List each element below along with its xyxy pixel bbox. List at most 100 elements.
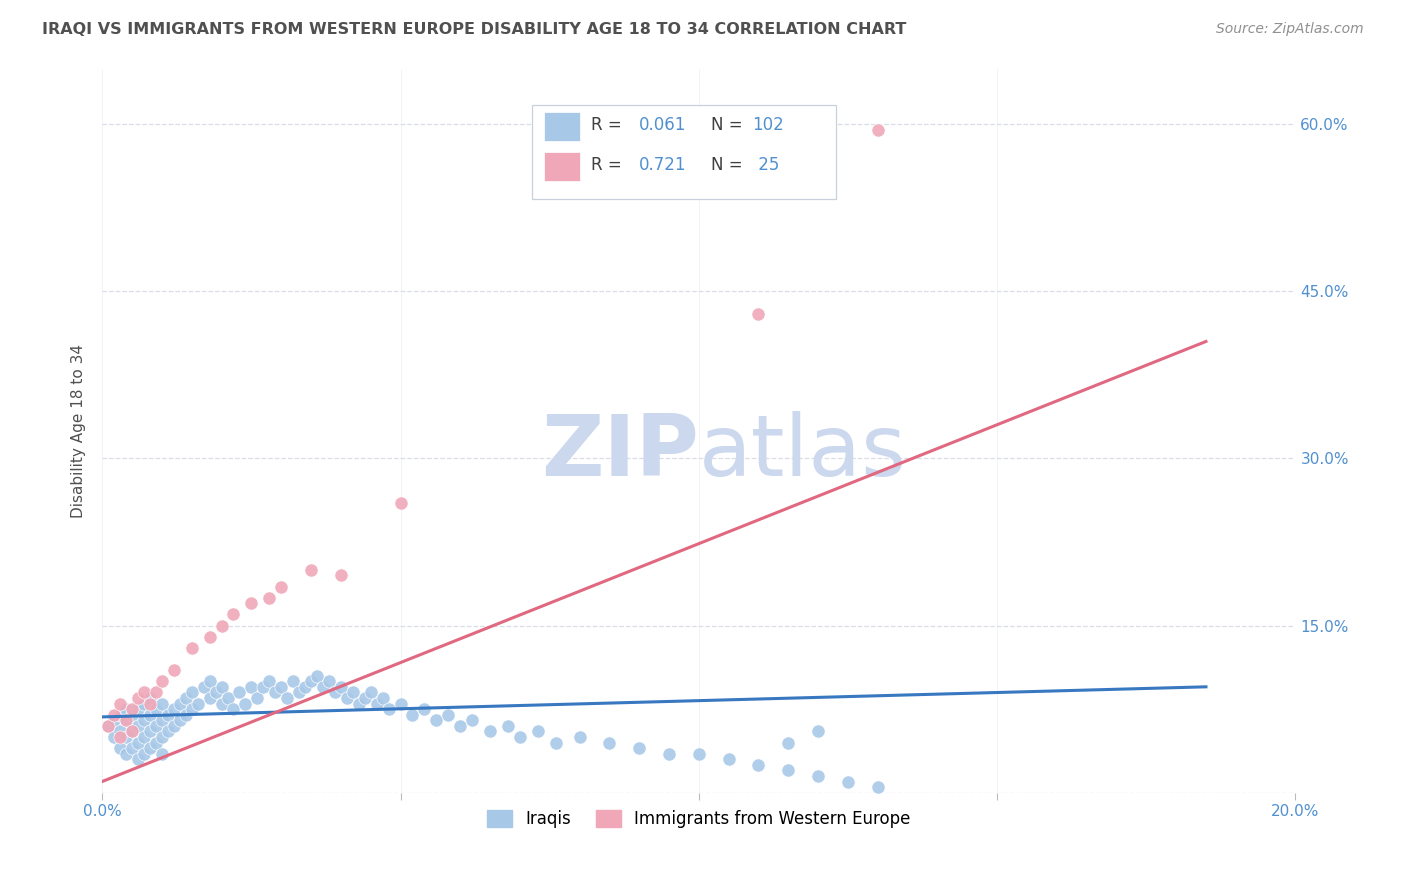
Point xyxy=(103,730,125,744)
Point xyxy=(264,685,287,699)
Point xyxy=(169,697,191,711)
Point xyxy=(132,730,155,744)
Point xyxy=(479,724,502,739)
Point xyxy=(366,697,388,711)
Point xyxy=(150,713,173,727)
Point xyxy=(127,752,149,766)
Point xyxy=(288,685,311,699)
Point xyxy=(598,735,620,749)
Point xyxy=(211,697,233,711)
Point xyxy=(132,713,155,727)
Text: Source: ZipAtlas.com: Source: ZipAtlas.com xyxy=(1216,22,1364,37)
Point xyxy=(217,690,239,705)
Point xyxy=(115,747,138,761)
Point xyxy=(145,685,167,699)
Point xyxy=(139,724,162,739)
Point xyxy=(252,680,274,694)
Point xyxy=(150,674,173,689)
Point xyxy=(240,596,263,610)
Point xyxy=(115,713,138,727)
Point xyxy=(150,747,173,761)
Point xyxy=(121,702,143,716)
Point xyxy=(496,719,519,733)
Point xyxy=(108,730,131,744)
Point xyxy=(222,607,245,622)
Point xyxy=(299,674,322,689)
Point xyxy=(353,690,375,705)
Point xyxy=(198,674,221,689)
Point xyxy=(174,690,197,705)
Point xyxy=(235,697,257,711)
Point xyxy=(132,685,155,699)
Point xyxy=(270,680,292,694)
Point xyxy=(389,496,412,510)
Point xyxy=(778,764,800,778)
Text: 25: 25 xyxy=(752,156,779,174)
Point xyxy=(336,690,359,705)
FancyBboxPatch shape xyxy=(531,104,837,199)
Point xyxy=(837,774,859,789)
Point xyxy=(198,690,221,705)
Point xyxy=(115,713,138,727)
Text: IRAQI VS IMMIGRANTS FROM WESTERN EUROPE DISABILITY AGE 18 TO 34 CORRELATION CHAR: IRAQI VS IMMIGRANTS FROM WESTERN EUROPE … xyxy=(42,22,907,37)
Point xyxy=(449,719,471,733)
Point xyxy=(163,719,186,733)
FancyBboxPatch shape xyxy=(544,152,579,181)
Point xyxy=(312,680,335,694)
Point xyxy=(211,680,233,694)
Point xyxy=(437,707,460,722)
Point xyxy=(169,713,191,727)
Point xyxy=(276,690,298,705)
Point xyxy=(145,702,167,716)
Point xyxy=(342,685,364,699)
Point xyxy=(145,735,167,749)
Text: atlas: atlas xyxy=(699,411,907,494)
Point xyxy=(139,741,162,756)
Point xyxy=(544,735,567,749)
Point xyxy=(145,719,167,733)
Point xyxy=(163,702,186,716)
Point xyxy=(228,685,250,699)
Point xyxy=(658,747,681,761)
Point xyxy=(401,707,423,722)
Point xyxy=(108,724,131,739)
Point xyxy=(163,663,186,677)
Point xyxy=(329,680,352,694)
Point xyxy=(360,685,382,699)
Point xyxy=(108,697,131,711)
Text: 102: 102 xyxy=(752,116,785,134)
Point xyxy=(866,123,889,137)
Point xyxy=(150,697,173,711)
Point xyxy=(747,307,769,321)
Point xyxy=(259,674,281,689)
Point xyxy=(174,707,197,722)
Point xyxy=(193,680,215,694)
Text: 0.061: 0.061 xyxy=(640,116,686,134)
Point xyxy=(139,697,162,711)
Point xyxy=(323,685,346,699)
Point xyxy=(180,685,202,699)
Point xyxy=(318,674,340,689)
Point xyxy=(747,757,769,772)
Text: 0.721: 0.721 xyxy=(640,156,686,174)
Point xyxy=(150,730,173,744)
Point xyxy=(259,591,281,605)
Point xyxy=(866,780,889,794)
Point xyxy=(127,702,149,716)
Point xyxy=(281,674,304,689)
Point xyxy=(377,702,399,716)
Point xyxy=(204,685,226,699)
FancyBboxPatch shape xyxy=(544,112,579,141)
Point xyxy=(222,702,245,716)
Text: N =: N = xyxy=(711,156,748,174)
Point xyxy=(115,730,138,744)
Text: R =: R = xyxy=(592,156,627,174)
Point xyxy=(425,713,447,727)
Point xyxy=(139,707,162,722)
Point xyxy=(807,769,830,783)
Text: R =: R = xyxy=(592,116,627,134)
Point xyxy=(389,697,412,711)
Point xyxy=(347,697,370,711)
Point xyxy=(240,680,263,694)
Point xyxy=(139,690,162,705)
